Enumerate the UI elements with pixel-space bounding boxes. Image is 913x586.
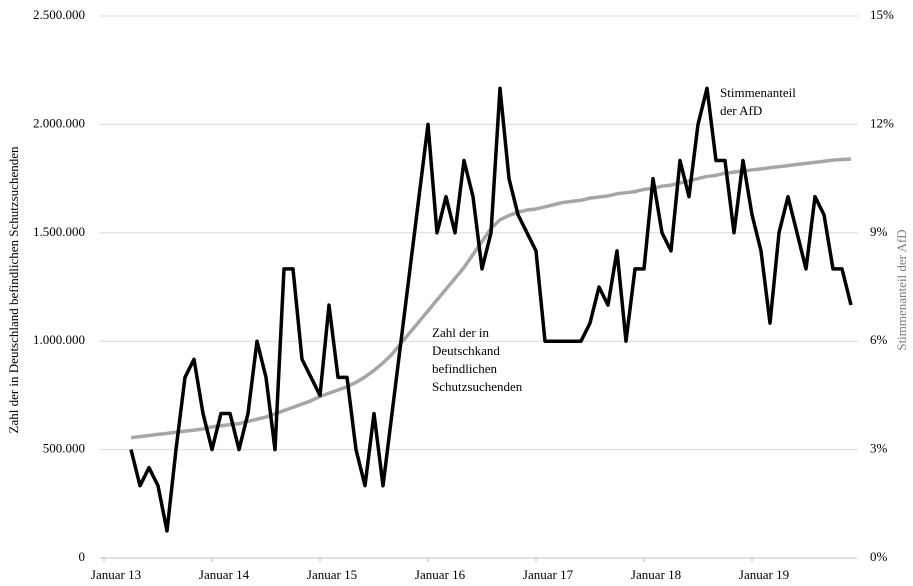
y-tick-label: 500.000 [43,441,85,456]
annotation: befindlichen [432,361,497,376]
y-tick-label: 0 [79,549,86,564]
x-tick-label: Januar 15 [307,567,357,582]
y-tick-label: 1.000.000 [33,332,85,347]
y2-tick-label: 0% [870,549,888,564]
annotation: Schutzsuchenden [432,379,523,394]
series-line [130,157,852,440]
annotation: Stimmenanteil [720,85,796,100]
y-axis-title: Zahl der in Deutschland befindlichen Sch… [6,146,21,433]
annotation: der AfD [720,103,762,118]
y-tick-label: 2.000.000 [33,115,85,130]
x-tick-label: Januar 17 [523,567,574,582]
x-tick-label: Januar 14 [199,567,250,582]
x-tick-label: Januar 19 [739,567,789,582]
x-tick-label: Januar 18 [631,567,681,582]
y2-axis-title: Stimmenanteil der AfD [894,229,909,350]
x-tick-label: Januar 13 [91,567,141,582]
y2-tick-label: 3% [870,441,888,456]
y2-tick-label: 6% [870,332,888,347]
y-tick-label: 2.500.000 [33,7,85,22]
annotation: Deutschkand [432,343,500,358]
y2-tick-label: 15% [870,7,894,22]
series-line [129,86,853,533]
y2-tick-label: 9% [870,224,888,239]
y2-tick-label: 12% [870,115,894,130]
y-tick-label: 1.500.000 [33,224,85,239]
x-tick-label: Januar 16 [415,567,466,582]
annotation: Zahl der in [432,325,490,340]
